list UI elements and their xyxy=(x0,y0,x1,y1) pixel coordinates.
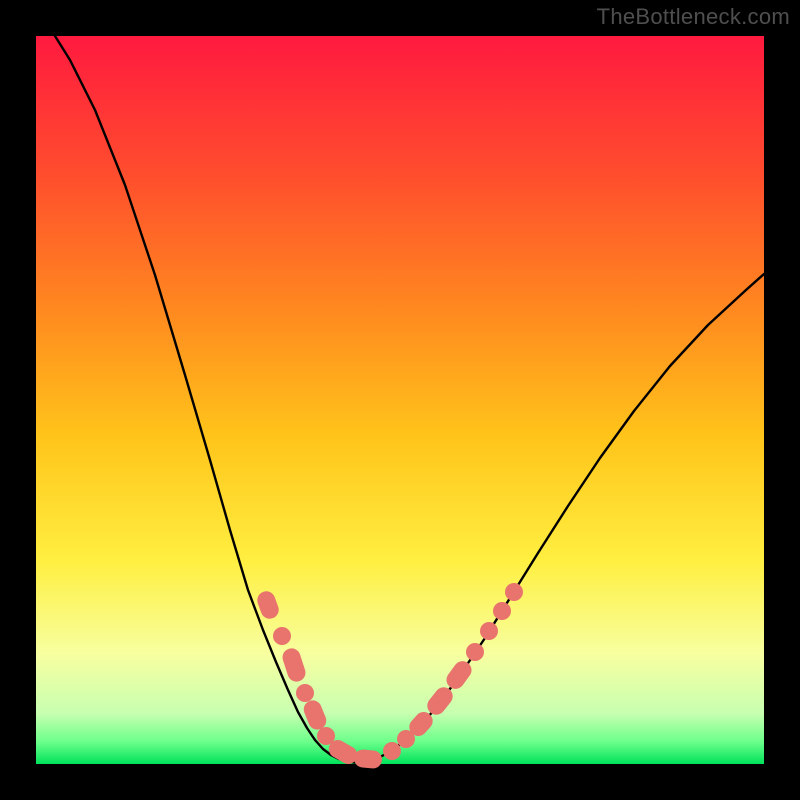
curve-marker xyxy=(466,643,484,661)
chart-svg xyxy=(0,0,800,800)
curve-marker xyxy=(273,627,291,645)
curve-marker xyxy=(493,602,511,620)
curve-marker xyxy=(383,742,401,760)
plot-background xyxy=(36,36,764,764)
curve-marker xyxy=(480,622,498,640)
watermark-text: TheBottleneck.com xyxy=(597,4,790,30)
curve-marker xyxy=(505,583,523,601)
curve-marker xyxy=(296,684,314,702)
